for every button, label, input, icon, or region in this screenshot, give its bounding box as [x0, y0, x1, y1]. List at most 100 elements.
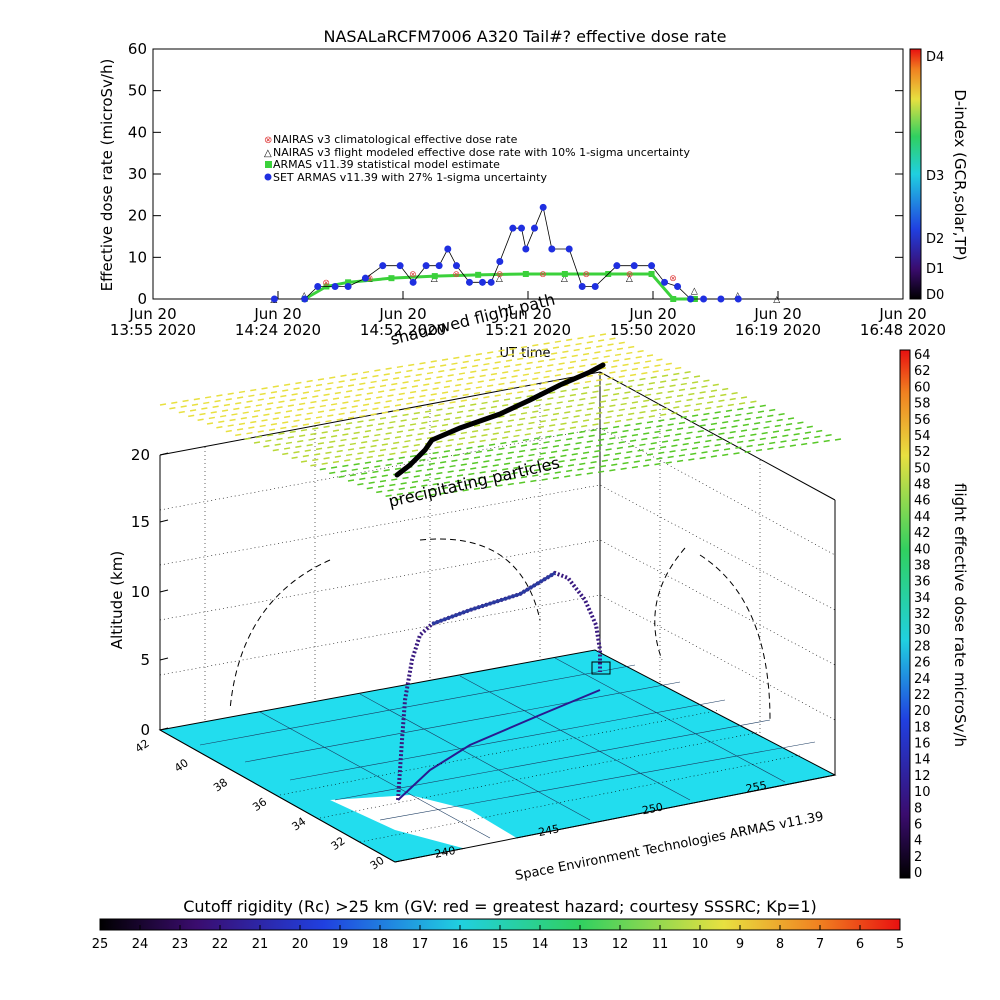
nairas-clim-point: ⊗: [496, 270, 504, 280]
precip-dash: [434, 477, 441, 480]
precip-dash: [327, 414, 334, 417]
precip-dash: [605, 349, 612, 352]
precip-dash: [620, 402, 627, 406]
precip-dash: [274, 443, 281, 446]
precip-dash: [466, 478, 473, 481]
precip-dash: [599, 465, 607, 468]
precip-dash: [342, 464, 349, 468]
precip-dash: [377, 454, 385, 457]
precip-dash: [244, 437, 251, 440]
dose-rate-tick-label: 8: [914, 801, 922, 816]
precip-dash: [759, 437, 766, 441]
precip-dash: [502, 404, 509, 407]
precip-dash: [282, 421, 289, 424]
precip-dash: [676, 394, 684, 397]
precip-dash: [530, 349, 537, 353]
latitude-tick-label: 34: [289, 815, 308, 834]
precip-dash: [285, 441, 293, 445]
set-armas-point: [465, 278, 473, 286]
precip-dash: [522, 406, 530, 409]
precip-dash: [503, 430, 511, 434]
surface-grid: [199, 657, 816, 839]
precip-dash: [460, 431, 467, 435]
legend-entry-nairas-clim: NAIRAS v3 climatological effective dose …: [273, 133, 518, 146]
precip-dash: [592, 390, 599, 393]
precip-dash: [278, 432, 285, 435]
precip-dash: [707, 401, 714, 404]
precip-dash: [695, 435, 702, 439]
precip-dash: [526, 459, 533, 462]
precip-dash: [690, 420, 697, 423]
precip-dash: [607, 377, 614, 380]
precip-dash: [609, 469, 616, 472]
top-ytick-label: 30: [128, 165, 147, 183]
precip-dash: [253, 409, 261, 413]
precip-dash: [577, 436, 584, 439]
precip-dash: [468, 472, 475, 476]
precip-dash: [661, 407, 669, 411]
dindex-colorbar-ticks: D4 D3 D2 D1 D0: [926, 50, 944, 303]
precip-dash: [586, 440, 593, 443]
precip-dash: [518, 481, 526, 484]
cutoff-rigidity-tick-label: 6: [856, 937, 864, 952]
precip-dash: [473, 456, 481, 459]
precip-dash: [385, 463, 392, 467]
legend-marker-armas-stat: [265, 161, 272, 168]
top-xtick-label-date: Jun 20: [753, 305, 801, 323]
precip-dash: [487, 384, 494, 387]
altitude-tick-mark: [159, 519, 169, 523]
precip-dash: [449, 433, 456, 436]
precip-dash: [752, 427, 759, 431]
precip-dash: [795, 427, 802, 430]
cutoff-rigidity-tick-label: 16: [452, 937, 469, 952]
dindex-tick-label: D3: [926, 169, 944, 184]
precip-dash: [383, 405, 390, 409]
precip-dash: [445, 379, 452, 383]
nairas-flight-point: △: [431, 274, 438, 284]
precip-dash: [477, 476, 484, 480]
precip-dash: [631, 367, 639, 371]
top-xtick-label-date: Jun 20: [503, 305, 551, 323]
precip-dash: [761, 431, 768, 435]
precip-dash: [564, 411, 571, 414]
precip-dash: [733, 419, 740, 422]
armas-stat-point: [522, 271, 529, 277]
precip-dash: [393, 441, 400, 445]
precip-dash: [654, 430, 661, 434]
precip-dash: [199, 412, 206, 416]
set-armas-point: [522, 245, 530, 253]
precip-dash: [323, 456, 330, 460]
nairas-flight-point: △: [691, 287, 698, 297]
armas-stat-point: [670, 296, 677, 302]
precip-dash: [466, 414, 473, 418]
precip-dash: [402, 413, 409, 417]
precip-dash: [255, 404, 263, 407]
precip-dash: [628, 412, 635, 416]
precip-dash: [353, 462, 360, 466]
set-armas-line: [274, 205, 739, 300]
precip-dash: [351, 405, 358, 408]
precip-dash: [445, 475, 452, 479]
precip-dash: [250, 420, 257, 424]
precip-dash: [387, 426, 394, 430]
set-armas-point: [674, 283, 682, 290]
cutoff-rigidity-colorbar-group: Cutoff rigidity (Rc) >25 km (GV: red = g…: [92, 897, 904, 952]
precip-dash: [579, 462, 586, 466]
precip-dash: [633, 428, 640, 431]
precip-dash: [780, 440, 787, 443]
precip-dash: [300, 397, 308, 400]
precip-dash: [676, 459, 684, 463]
precip-dash: [618, 408, 625, 412]
precip-dash: [408, 396, 415, 400]
legend-marker-nairas-flight: △: [264, 148, 272, 159]
precip-dash: [385, 367, 392, 370]
precip-dash: [503, 462, 511, 466]
precip-dash: [567, 464, 575, 467]
precip-dash: [613, 392, 620, 396]
precip-dash: [609, 437, 616, 440]
precip-dash: [611, 365, 618, 368]
nairas-clim-point: ⊗: [626, 270, 634, 280]
precip-dash: [488, 378, 496, 382]
precip-dash: [344, 427, 351, 431]
